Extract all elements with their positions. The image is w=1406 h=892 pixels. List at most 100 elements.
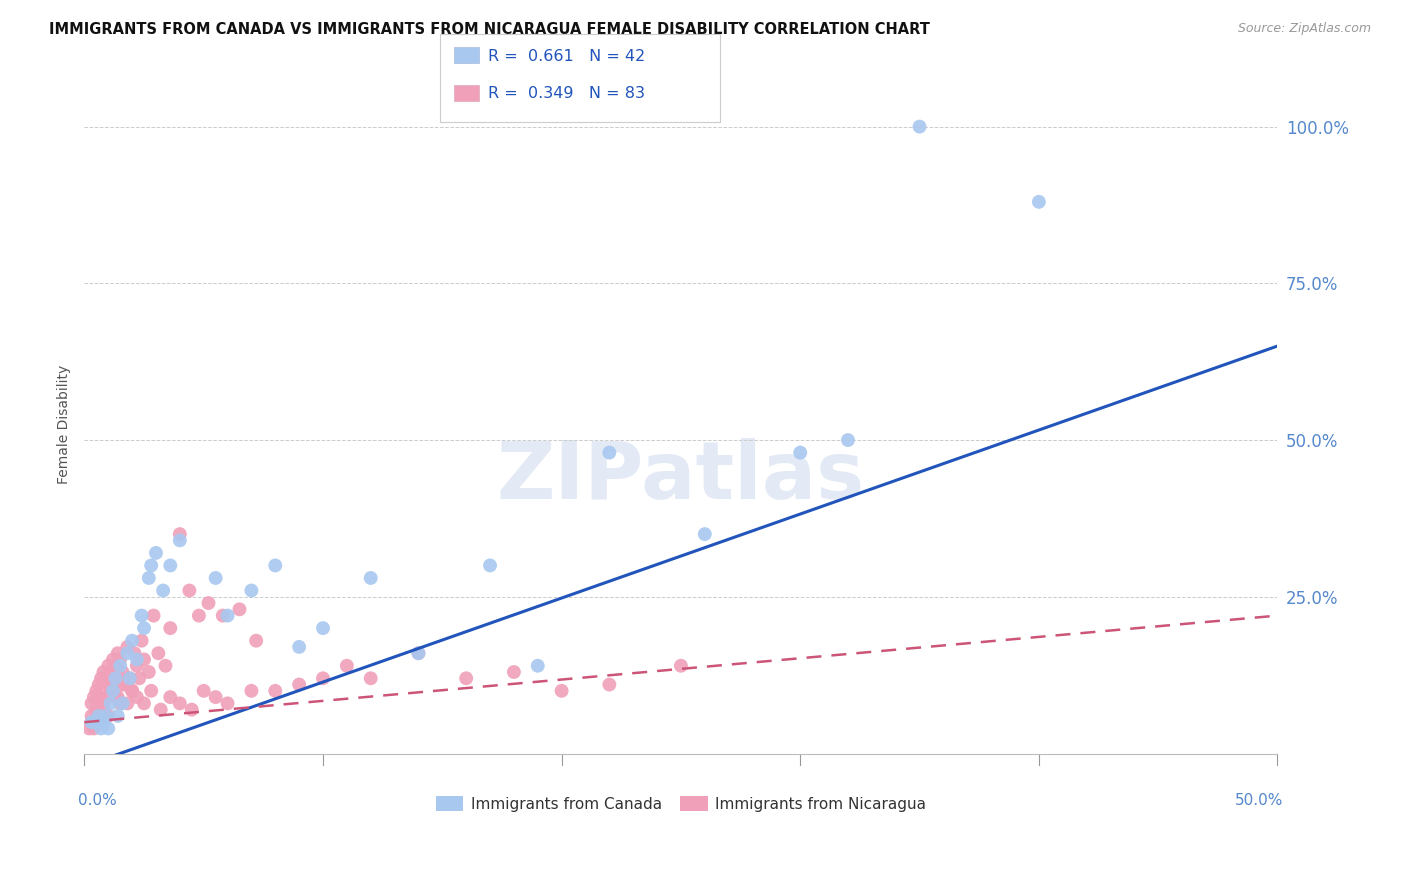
Point: [80, 709, 103, 723]
Point: [138, 665, 160, 679]
Point: [118, 671, 141, 685]
Point: [360, 671, 382, 685]
Point: [111, 665, 134, 679]
Point: [104, 690, 127, 704]
Text: ZIPatlas: ZIPatlas: [496, 438, 865, 516]
Point: [217, 608, 239, 623]
Point: [84, 703, 107, 717]
Point: [503, 665, 526, 679]
Point: [101, 683, 124, 698]
Point: [93, 715, 115, 730]
Text: IMMIGRANTS FROM CANADA VS IMMIGRANTS FROM NICARAGUA FEMALE DISABILITY CORRELATIO: IMMIGRANTS FROM CANADA VS IMMIGRANTS FRO…: [49, 22, 931, 37]
Point: [83, 722, 105, 736]
Point: [145, 546, 167, 560]
Point: [211, 608, 233, 623]
Point: [128, 671, 150, 685]
Text: 0.0%: 0.0%: [79, 793, 117, 808]
Point: [159, 558, 181, 573]
Point: [155, 658, 177, 673]
Point: [111, 697, 134, 711]
Point: [107, 690, 129, 704]
Point: [80, 715, 103, 730]
Point: [93, 665, 115, 679]
Point: [87, 709, 110, 723]
Point: [197, 596, 219, 610]
Point: [107, 671, 129, 685]
Point: [408, 646, 430, 660]
Point: [97, 722, 120, 736]
Point: [193, 683, 215, 698]
Point: [101, 677, 124, 691]
Text: R =  0.661   N = 42: R = 0.661 N = 42: [488, 49, 645, 64]
Text: 50.0%: 50.0%: [1234, 793, 1284, 808]
Point: [93, 697, 115, 711]
Point: [121, 683, 143, 698]
Point: [240, 583, 263, 598]
Point: [83, 715, 105, 730]
Point: [141, 683, 163, 698]
Point: [107, 709, 129, 723]
Point: [83, 715, 105, 730]
Point: [336, 658, 359, 673]
Point: [77, 722, 100, 736]
Point: [83, 690, 105, 704]
Point: [90, 671, 112, 685]
Point: [148, 646, 170, 660]
Point: [80, 715, 103, 730]
Text: Source: ZipAtlas.com: Source: ZipAtlas.com: [1237, 22, 1371, 36]
Point: [598, 677, 620, 691]
Point: [125, 658, 148, 673]
Point: [179, 583, 201, 598]
Point: [1028, 194, 1050, 209]
Point: [456, 671, 478, 685]
Point: [169, 533, 191, 548]
Point: [159, 690, 181, 704]
Point: [97, 658, 120, 673]
Point: [131, 633, 153, 648]
Point: [288, 640, 311, 654]
Point: [97, 709, 120, 723]
Point: [169, 697, 191, 711]
Point: [121, 683, 143, 698]
Legend: Immigrants from Canada, Immigrants from Nicaragua: Immigrants from Canada, Immigrants from …: [436, 796, 927, 812]
Point: [264, 683, 287, 698]
Point: [288, 677, 311, 691]
Point: [87, 677, 110, 691]
Point: [100, 665, 122, 679]
Point: [908, 120, 931, 134]
Point: [598, 445, 620, 459]
Point: [693, 527, 716, 541]
Point: [90, 690, 112, 704]
Y-axis label: Female Disability: Female Disability: [58, 365, 72, 484]
Point: [159, 621, 181, 635]
Point: [117, 697, 139, 711]
Point: [104, 671, 127, 685]
Point: [240, 683, 263, 698]
Point: [94, 690, 117, 704]
Point: [94, 709, 117, 723]
Point: [142, 608, 165, 623]
Point: [479, 558, 502, 573]
Point: [107, 646, 129, 660]
Point: [264, 558, 287, 573]
Point: [104, 658, 127, 673]
Point: [526, 658, 548, 673]
Point: [217, 697, 239, 711]
Point: [90, 722, 112, 736]
Point: [117, 640, 139, 654]
Point: [245, 633, 267, 648]
Point: [228, 602, 250, 616]
Point: [125, 652, 148, 666]
Point: [87, 709, 110, 723]
Point: [312, 621, 335, 635]
Point: [132, 652, 155, 666]
Point: [111, 677, 134, 691]
Point: [100, 697, 122, 711]
Point: [84, 715, 107, 730]
Point: [118, 671, 141, 685]
Point: [187, 608, 209, 623]
Point: [108, 652, 131, 666]
Point: [100, 683, 122, 698]
Point: [84, 703, 107, 717]
Point: [101, 683, 124, 698]
